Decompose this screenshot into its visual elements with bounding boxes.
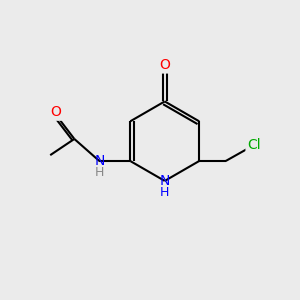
- Text: Cl: Cl: [247, 138, 260, 152]
- Text: H: H: [160, 186, 169, 199]
- Text: H: H: [95, 166, 104, 179]
- Text: N: N: [94, 154, 105, 168]
- Text: O: O: [159, 58, 170, 72]
- Text: N: N: [160, 174, 170, 188]
- Text: O: O: [50, 106, 61, 119]
